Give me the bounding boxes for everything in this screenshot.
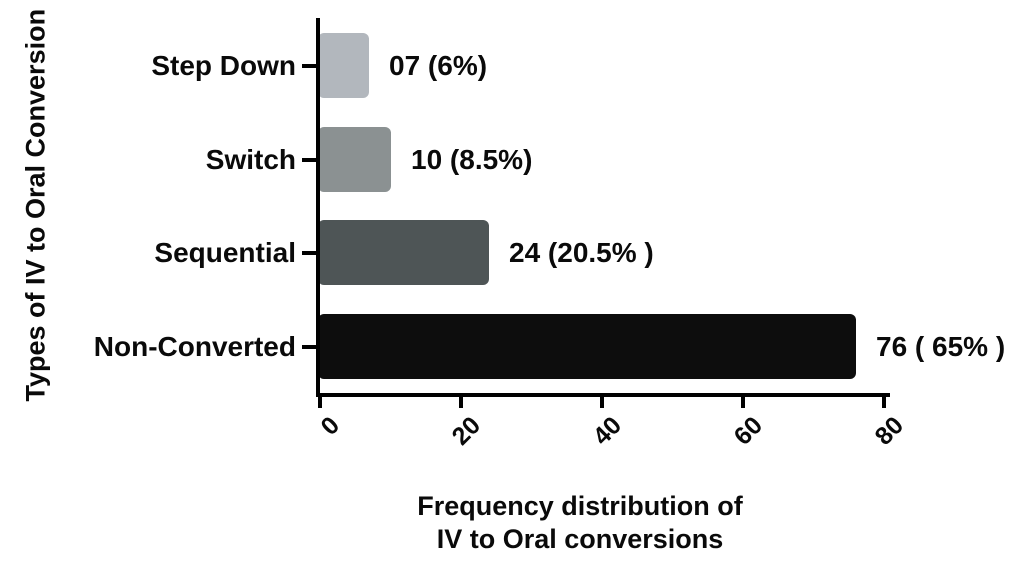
x-axis-title-line2: IV to Oral conversions <box>436 524 724 554</box>
value-label: 76 ( 65% ) <box>876 330 1006 362</box>
x-tick-label: 0 <box>315 411 346 441</box>
x-tick-label: 80 <box>869 411 910 451</box>
value-label: 07 (6%) <box>389 49 488 81</box>
x-tick <box>882 395 886 408</box>
category-label-switch: Switch <box>205 143 296 175</box>
y-tick <box>302 250 317 255</box>
y-tick <box>302 157 317 162</box>
bar-sequential <box>318 220 489 285</box>
x-tick-label: 40 <box>587 411 628 451</box>
category-label-step-down: Step Down <box>151 49 296 81</box>
x-axis-title: Frequency distribution of IV to Oral con… <box>330 490 830 556</box>
x-tick <box>741 395 745 408</box>
x-tick <box>318 395 322 408</box>
bar-step-down <box>318 33 369 98</box>
category-label-non-converted: Non-Converted <box>93 330 296 362</box>
x-tick-label: 60 <box>728 411 769 451</box>
y-axis-line <box>316 18 320 397</box>
bar-non-converted <box>318 314 856 379</box>
x-tick <box>459 395 463 408</box>
x-tick-label: 20 <box>446 411 487 451</box>
category-label-sequential: Sequential <box>154 236 296 268</box>
x-axis-line <box>316 393 890 397</box>
x-axis-title-line1: Frequency distribution of <box>417 491 743 521</box>
y-tick <box>302 63 317 68</box>
bar-switch <box>318 127 391 192</box>
value-label: 10 (8.5%) <box>411 143 533 175</box>
x-tick <box>600 395 604 408</box>
value-label: 24 (20.5% ) <box>509 236 654 268</box>
y-tick <box>302 344 317 349</box>
